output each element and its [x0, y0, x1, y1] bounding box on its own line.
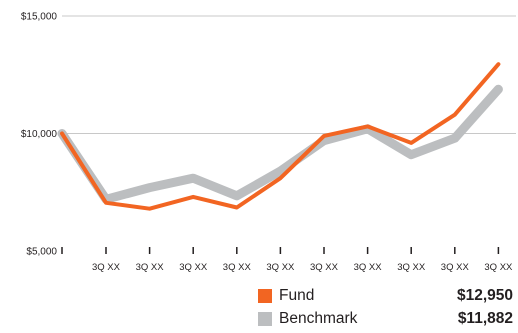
- y-tick-label: $10,000: [21, 129, 58, 140]
- series-lines: [57, 62, 503, 211]
- legend-label-fund: Fund: [279, 286, 315, 304]
- y-axis: $5,000 $10,000 $15,000: [21, 12, 63, 258]
- x-tick-label: 3Q XX: [310, 262, 339, 273]
- x-tick-label: 3Q XX: [223, 262, 252, 273]
- legend: Fund $12,950 Benchmark $11,882: [258, 284, 513, 330]
- x-tick-label: 3Q XX: [136, 262, 165, 273]
- x-tick-label: 3Q XX: [354, 262, 383, 273]
- x-axis: 3Q XX 3Q XX 3Q XX 3Q XX 3Q XX 3Q XX 3Q XX 3Q XX…: [92, 247, 513, 273]
- x-tick-label: 3Q XX: [266, 262, 295, 273]
- series-line-fund: [60, 62, 501, 211]
- x-tick-label: 3Q XX: [179, 262, 208, 273]
- legend-value-fund: $12,950: [456, 286, 513, 304]
- series-line-benchmark: [57, 84, 503, 204]
- legend-label-benchmark: Benchmark: [279, 309, 358, 327]
- legend-item-benchmark: Benchmark $11,882: [258, 307, 513, 330]
- legend-item-fund: Fund $12,950: [258, 284, 513, 307]
- x-tick-label: 3Q XX: [397, 262, 426, 273]
- grid-lines: [62, 15, 516, 134]
- x-tick-label: 3Q XX: [441, 262, 470, 273]
- legend-swatch-benchmark: [258, 311, 272, 326]
- x-tick-label: 3Q XX: [92, 262, 121, 273]
- legend-value-benchmark: $11,882: [457, 309, 513, 327]
- legend-swatch-fund: [258, 288, 272, 303]
- x-tick-label: 3Q XX: [484, 262, 513, 273]
- y-tick-label: $15,000: [21, 12, 58, 23]
- y-tick-label: $5,000: [26, 247, 57, 258]
